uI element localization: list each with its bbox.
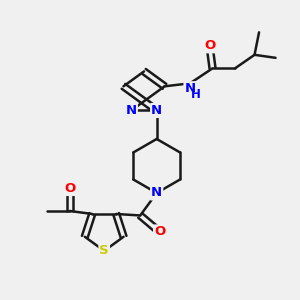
Text: N: N (184, 82, 196, 95)
Text: N: N (151, 187, 162, 200)
Text: N: N (126, 104, 137, 117)
Text: S: S (99, 244, 109, 257)
Text: H: H (190, 88, 200, 101)
Text: O: O (204, 39, 215, 52)
Text: O: O (64, 182, 75, 195)
Text: N: N (151, 104, 162, 117)
Text: O: O (154, 226, 165, 238)
